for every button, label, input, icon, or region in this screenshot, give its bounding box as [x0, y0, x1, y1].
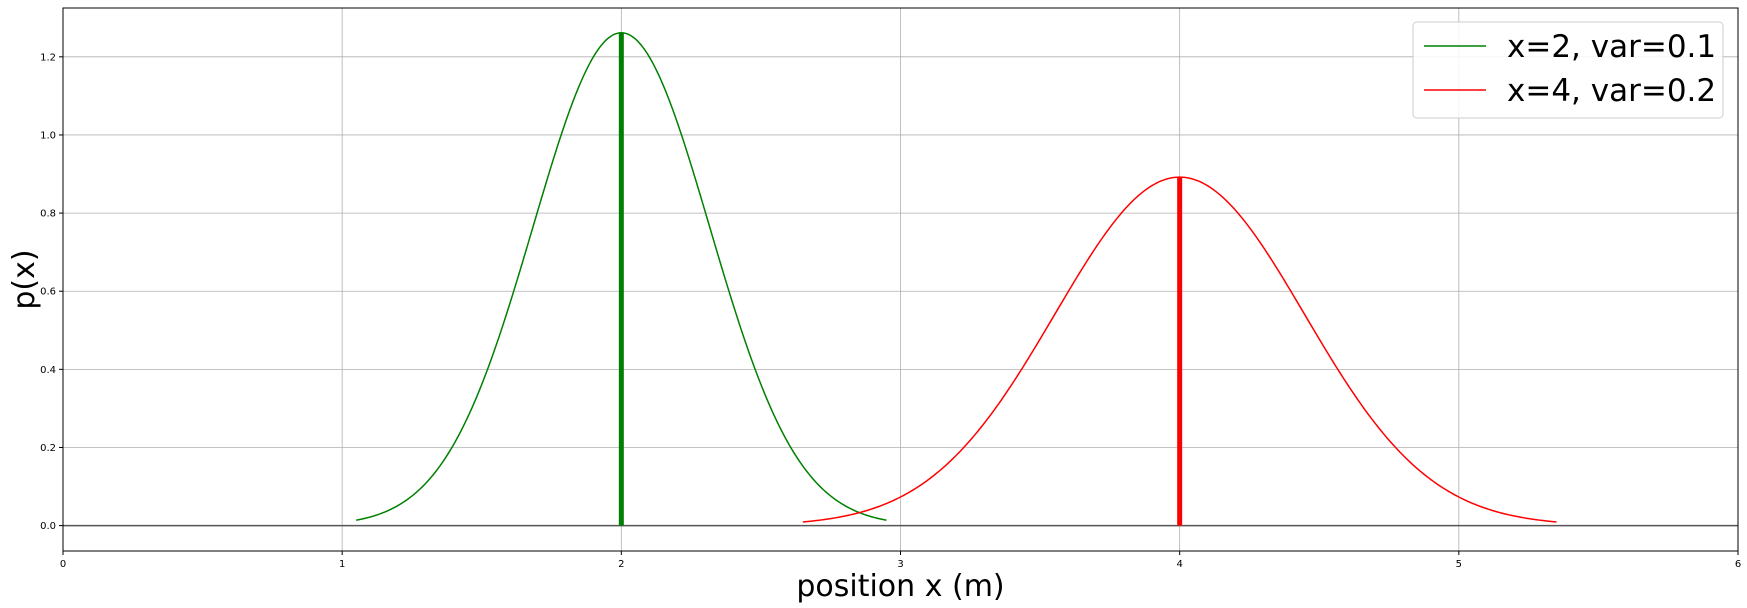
x-axis-label: position x (m) — [796, 569, 1004, 604]
x-tick-label: 5 — [1456, 559, 1462, 570]
y-axis-label: p(x) — [7, 249, 42, 309]
x-tick-label: 0 — [60, 559, 66, 570]
y-tick-label: 0.2 — [40, 443, 56, 454]
x-tick-label: 3 — [897, 559, 903, 570]
x-axis-ticks: 0 1 2 3 4 5 6 — [60, 551, 1741, 570]
legend-label-series-1: x=2, var=0.1 — [1507, 29, 1716, 65]
y-tick-label: 0.0 — [40, 521, 56, 532]
legend-label-series-2: x=4, var=0.2 — [1507, 73, 1716, 109]
y-tick-label: 0.6 — [40, 287, 56, 298]
grid — [63, 8, 1738, 551]
y-tick-label: 1.0 — [40, 130, 56, 141]
y-tick-label: 0.8 — [40, 209, 56, 220]
legend: x=2, var=0.1 x=4, var=0.2 — [1412, 21, 1724, 119]
series-group — [355, 32, 1557, 526]
y-axis-ticks: 0.0 0.2 0.4 0.6 0.8 1.0 1.2 — [40, 52, 63, 532]
series-curve-2 — [802, 176, 1557, 523]
legend-box — [1412, 21, 1724, 119]
x-tick-label: 4 — [1176, 559, 1182, 570]
x-tick-label: 6 — [1735, 559, 1741, 570]
x-tick-label: 1 — [339, 559, 345, 570]
y-tick-label: 0.4 — [40, 365, 56, 376]
series-curve-1 — [355, 32, 887, 521]
x-tick-label: 2 — [618, 559, 624, 570]
y-tick-label: 1.2 — [40, 52, 56, 63]
